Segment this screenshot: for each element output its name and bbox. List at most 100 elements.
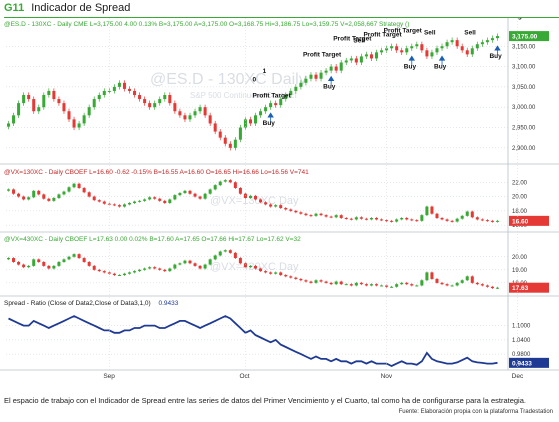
candle-body (274, 272, 278, 274)
figure-tag: G11 (4, 2, 25, 14)
candle-body (62, 259, 66, 262)
buy-arrow-icon (267, 112, 274, 123)
candle-body (450, 40, 454, 43)
candle-body (193, 111, 197, 116)
candle-body (102, 90, 106, 95)
title-rule (4, 17, 559, 18)
candle-body (445, 284, 449, 286)
candle-body (455, 40, 459, 47)
candle-body (364, 218, 368, 220)
candle-body (12, 189, 16, 194)
candle-body (264, 202, 268, 205)
candle-body (47, 265, 51, 269)
y-tick-label: 3,100.00 (512, 65, 536, 71)
candle-body (364, 54, 368, 57)
candle-body (218, 181, 222, 186)
spread-ratio-line (8, 315, 498, 367)
profit-target-label: Profit Target (253, 92, 292, 99)
candle-body (319, 280, 323, 282)
candle-body (97, 269, 101, 272)
tradestation-chart[interactable]: @ES.D - 130XC Daily S&P 500 Continuous C… (0, 18, 559, 380)
candle-body (203, 264, 207, 269)
candle-body (133, 201, 137, 203)
candle-body (339, 281, 343, 285)
candle-body (254, 115, 258, 124)
candle-body (213, 123, 217, 132)
y-tick-label: 18.00 (512, 209, 528, 215)
candle-body (460, 280, 464, 283)
candle-body (374, 52, 379, 59)
candle-body (243, 263, 247, 268)
candle-body (27, 265, 31, 268)
y-tick-label: 16.00 (512, 223, 528, 229)
candle-body (12, 115, 16, 124)
y-tick-label: 3,050.00 (512, 85, 536, 91)
candle-body (122, 82, 126, 89)
y-tick-label: 3,000.00 (512, 105, 536, 111)
candle-body (127, 203, 132, 205)
candle-body (440, 46, 444, 49)
candle-body (339, 215, 343, 218)
candle-body (168, 95, 172, 104)
candle-body (22, 196, 26, 200)
candle-body (218, 131, 222, 138)
candle-body (334, 66, 338, 71)
candle-body (284, 95, 288, 100)
candle-body (193, 263, 197, 266)
sell-signal-label: Sell (353, 37, 365, 44)
candle-body (349, 218, 353, 220)
buy-signal-label: Buy (489, 53, 502, 60)
candle-body (400, 50, 404, 53)
candle-body (238, 258, 242, 264)
candle-body (269, 103, 273, 108)
last-price-badge-label: 16.60 (512, 218, 529, 225)
candle-body (153, 197, 157, 199)
candle-body (112, 86, 116, 91)
candle-body (314, 213, 318, 216)
candle-body (238, 127, 242, 140)
candle-body (440, 282, 444, 285)
candle-body (425, 272, 429, 281)
x-tick-label: Nov (381, 373, 393, 380)
candle-body (329, 282, 333, 285)
last-price-badge (509, 282, 549, 293)
candle-body (22, 264, 26, 268)
sell-signal-label: Sell (464, 29, 476, 36)
candle-body (495, 220, 499, 222)
candle-body (349, 284, 353, 286)
candle-body (117, 82, 121, 87)
vx1-watermark: @VX=130XC Day (210, 195, 299, 207)
candle-body (173, 195, 177, 200)
candle-body (445, 219, 449, 221)
candle-body (143, 268, 147, 270)
candle-body (385, 220, 389, 222)
candle-body (460, 215, 464, 219)
candle-body (480, 219, 484, 221)
candle-body (420, 215, 424, 221)
candle-body (168, 268, 172, 272)
candle-body (329, 216, 333, 218)
candle-body (390, 220, 394, 222)
candle-body (289, 209, 293, 211)
candle-body (7, 189, 11, 191)
last-price-badge (509, 215, 549, 226)
candle-body (37, 259, 41, 262)
profit-target-label: Profit Target (303, 52, 342, 59)
candle-body (299, 278, 303, 281)
candle-body (425, 206, 429, 216)
candle-body (259, 268, 263, 272)
candle-body (92, 196, 96, 201)
candle-body (77, 183, 81, 188)
candle-body (334, 215, 338, 218)
candle-body (374, 284, 379, 286)
profit-target-label: Profit Target (333, 36, 372, 43)
candle-body (62, 191, 66, 195)
candle-body (254, 265, 258, 269)
candle-body (430, 52, 434, 57)
candle-body (309, 74, 313, 79)
candle-body (410, 46, 414, 49)
candle-body (309, 215, 313, 217)
candle-body (203, 107, 207, 116)
last-price-badge-label: 17.63 (512, 285, 529, 292)
candle-body (67, 187, 71, 192)
